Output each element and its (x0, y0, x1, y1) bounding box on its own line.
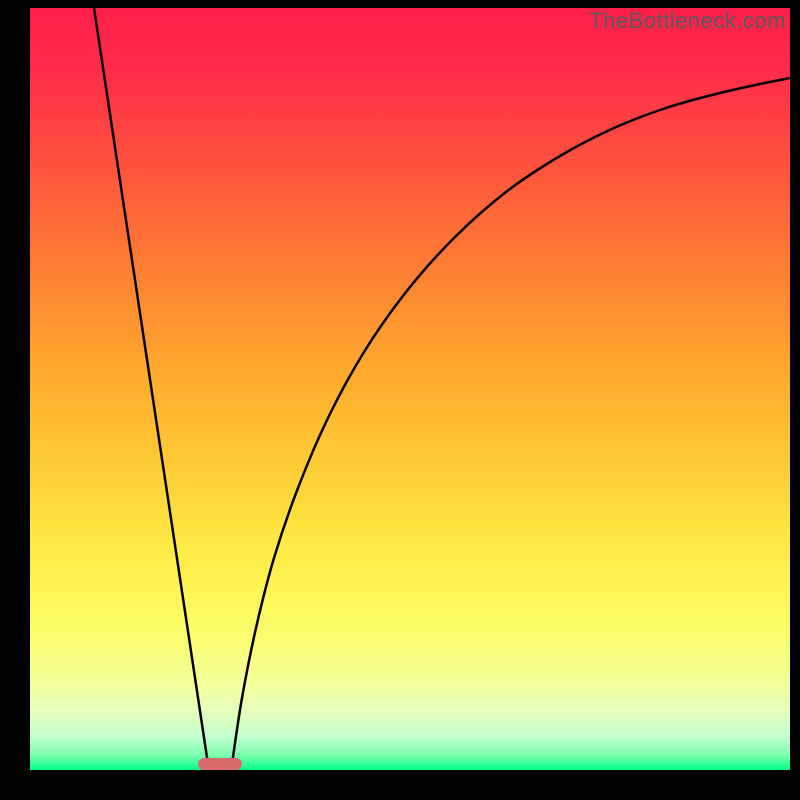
curves-layer (30, 8, 790, 770)
chart-root: TheBottleneck.com (0, 0, 800, 800)
optimal-marker (198, 758, 242, 770)
left-bottleneck-line (94, 8, 208, 764)
plot-area (30, 8, 790, 770)
watermark-text: TheBottleneck.com (589, 8, 786, 34)
right-bottleneck-curve (232, 78, 790, 764)
